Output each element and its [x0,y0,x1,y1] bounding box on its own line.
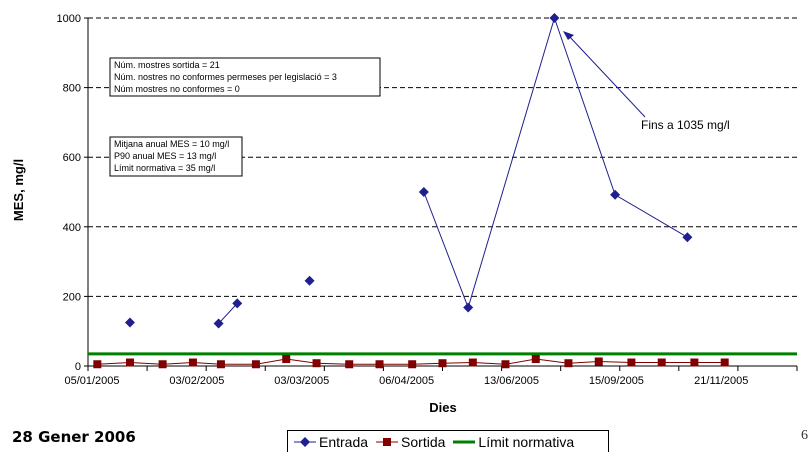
diamond-marker-icon [294,435,316,449]
y-axis-title: MES, mg/l [11,159,26,221]
annotation-line: P90 anual MES = 13 mg/l [114,151,216,161]
line-marker-icon [453,435,476,449]
sortida-point [282,355,291,364]
y-tick-label: 0 [75,361,81,373]
annotation-box-stats: Mitjana anual MES = 10 mg/l P90 anual ME… [109,136,243,177]
sortida-point [594,357,603,366]
sortida-point [531,355,540,364]
grid-lines [88,17,797,297]
sortida-point [158,360,167,369]
callout-arrow-head [563,31,574,40]
legend-item-limit: Límit normativa [453,434,574,450]
sortida-point [438,359,447,368]
legend-label: Sortida [401,433,446,450]
sortida-point [468,358,477,367]
y-tick-label: 1000 [57,13,81,25]
x-axis-title: Dies [429,400,456,415]
callout-peak: Fins a 1035 mg/l [563,31,730,132]
legend-item-sortida: Sortida [376,434,445,450]
entrada-point [304,275,315,286]
sortida-point [345,360,354,369]
legend-item-entrada: Entrada [294,434,368,450]
sortida-point [188,358,197,367]
square-marker-icon [376,435,399,449]
x-tick-label: 15/09/2005 [589,375,644,387]
annotation-line: Núm. mostres sortida = 21 [114,60,220,70]
series-layer [88,13,797,369]
sortida-point [720,358,729,367]
sortida-point [125,358,134,367]
callout-label: Fins a 1035 mg/l [641,118,730,132]
entrada-point [232,298,243,309]
legend-label: Límit normativa [478,433,575,450]
chart: 0 200 400 600 800 1000 05/01/2005 03/02/2005 03/… [11,13,798,415]
entrada-line [423,16,688,310]
x-tick-label: 03/02/2005 [169,375,224,387]
annotation-line: Límit normativa = 35 mg/l [114,163,215,173]
x-tick-label: 21/11/2005 [694,375,748,387]
sortida-point [93,360,102,369]
sortida-point [251,360,260,369]
sortida-point [375,360,384,369]
x-tick-label: 03/03/2005 [274,375,329,387]
y-tick-label: 600 [63,152,81,164]
footer-date: 28 Gener 2006 [12,428,136,446]
callout-arrow-line [567,34,646,118]
annotation-line: Núm. nostres no conformes permeses per l… [114,72,337,82]
x-tick-label: 05/01/2005 [64,375,119,387]
legend-label: Entrada [319,433,369,450]
entrada-point [418,187,429,197]
x-tick-label: 06/04/2005 [379,375,434,387]
entrada-point [124,317,135,328]
x-tick-label: 13/06/2005 [484,375,539,387]
sortida-point [501,360,510,369]
y-tick-label: 200 [63,291,81,303]
entrada-point [463,302,474,313]
annotation-line: Mitjana anual MES = 10 mg/l [114,139,229,149]
sortida-point [627,358,636,367]
sortida-point [408,360,417,369]
annotation-line: Núm mostres no conformes = 0 [114,84,240,94]
sortida-point [657,358,666,367]
legend: Entrada Sortida Límit normativa [287,430,609,452]
y-tick-label: 400 [63,222,81,234]
sortida-point [216,360,225,369]
annotation-box-samples: Núm. mostres sortida = 21 Núm. nostres n… [109,57,381,97]
entrada-point [549,13,560,23]
sortida-point [312,359,321,368]
sortida-point [564,359,573,368]
entrada-point [213,318,224,329]
page-number: 6 [801,428,808,443]
entrada-line [218,303,238,324]
entrada-point [682,232,693,243]
axes: 0 200 400 600 800 1000 05/01/2005 03/02/2005 03/… [57,13,798,387]
y-tick-label: 800 [63,83,81,95]
entrada-point [610,189,621,200]
sortida-point [690,358,699,367]
